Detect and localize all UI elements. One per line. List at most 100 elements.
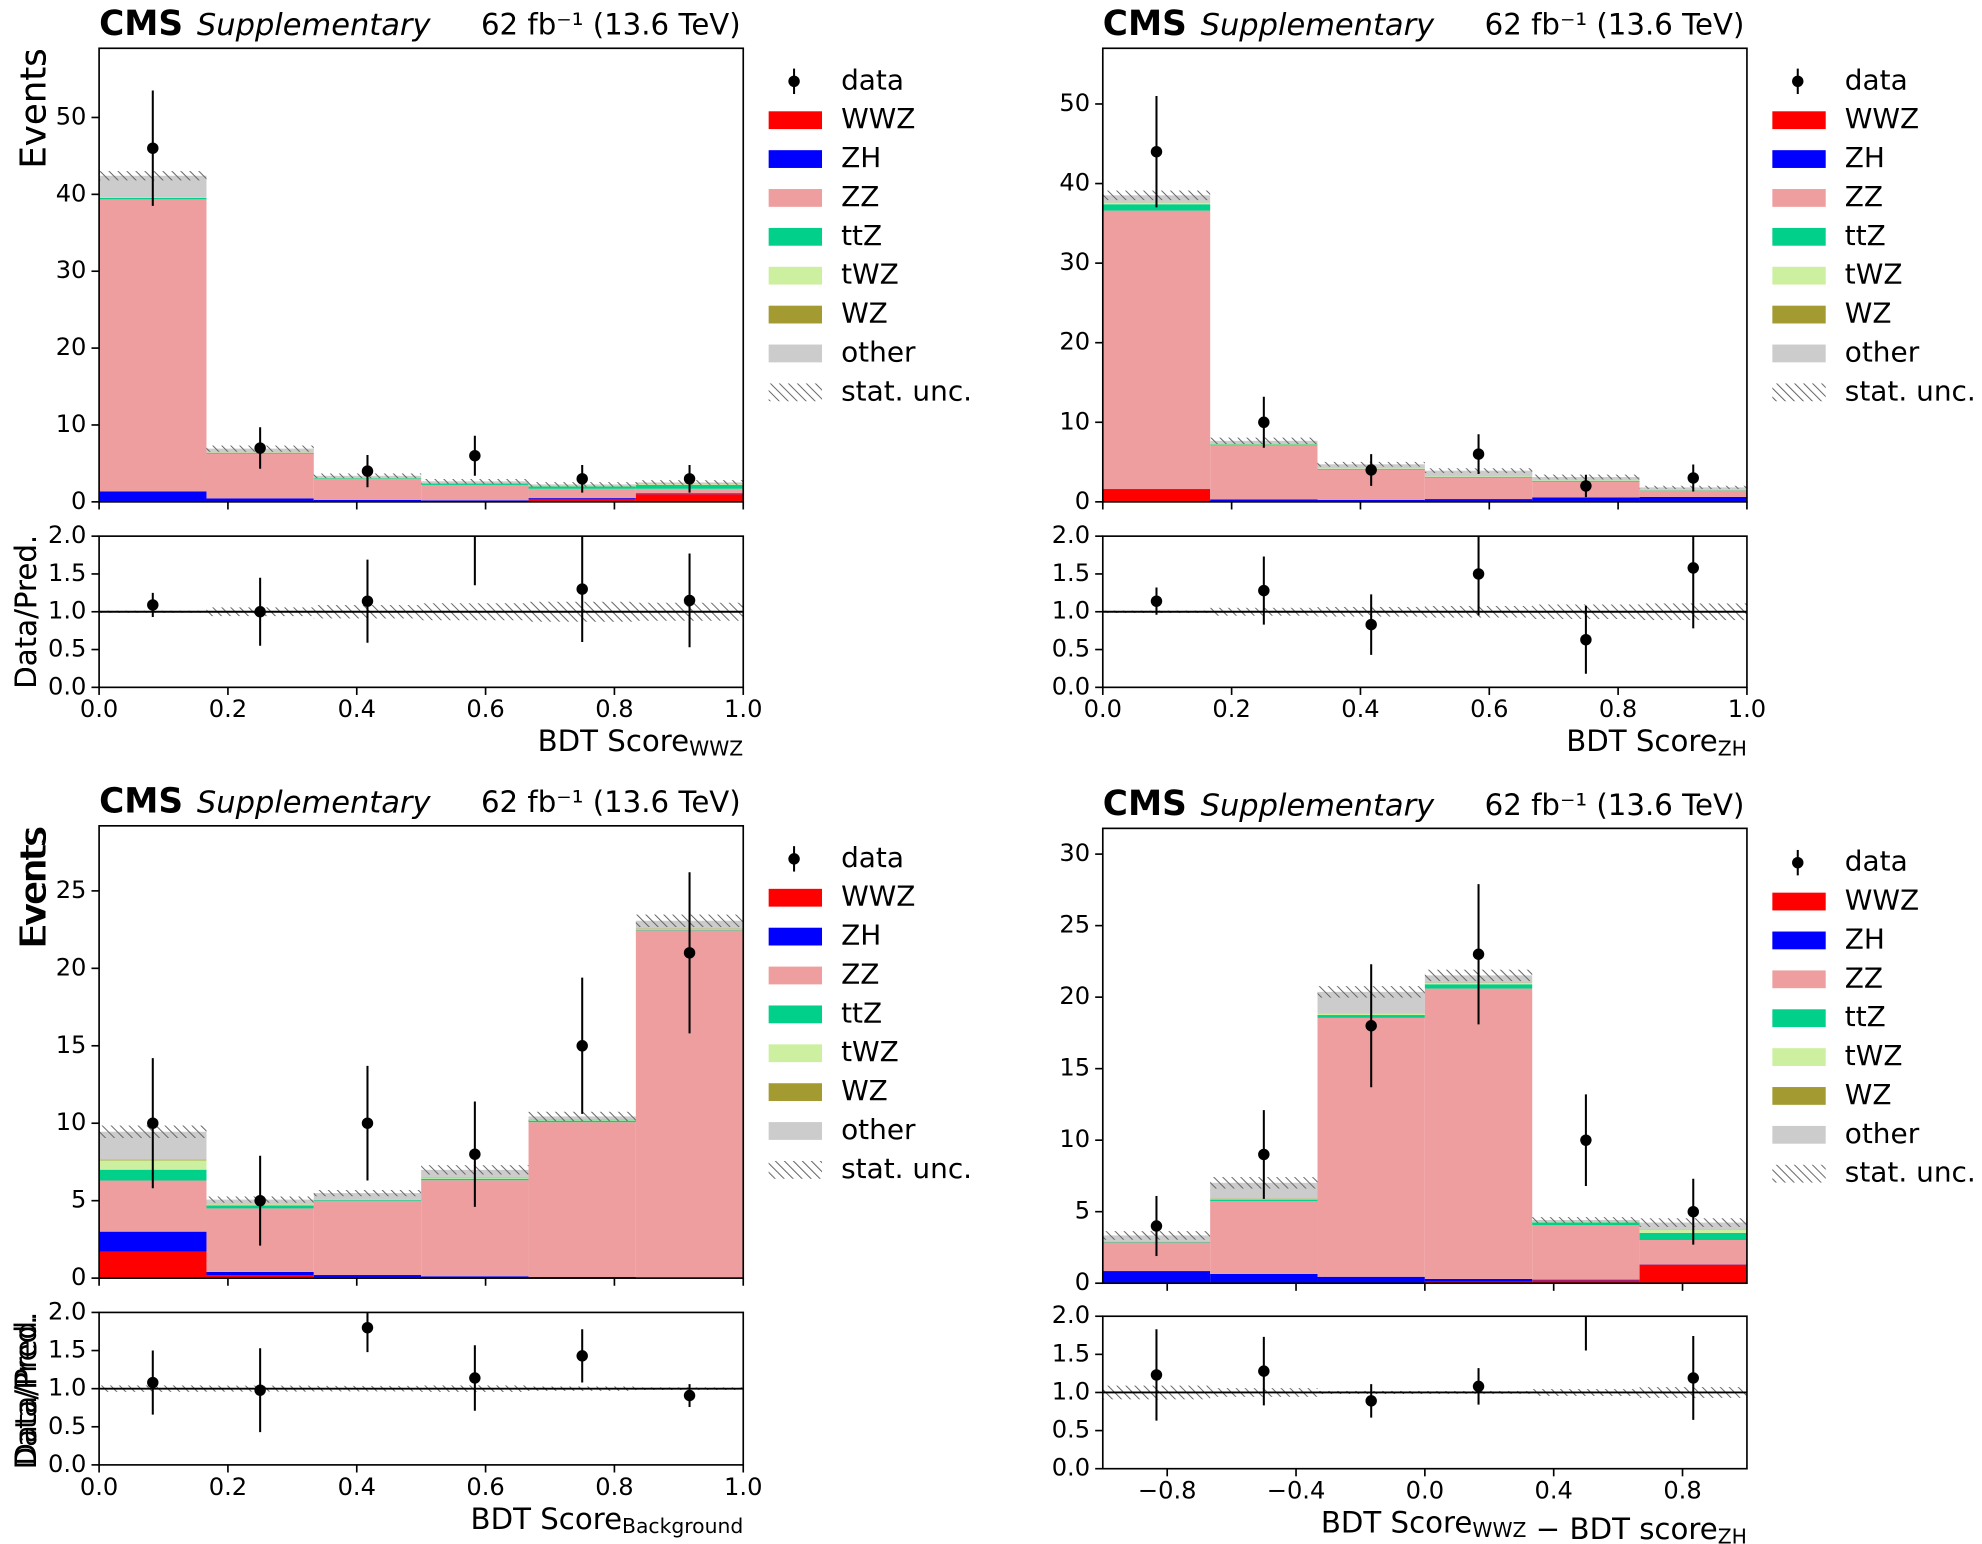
y-tick-label: 20 (56, 953, 87, 981)
stack-bar (1532, 1225, 1640, 1280)
experiment-label: CMS (99, 4, 183, 44)
legend-label: data (841, 841, 904, 874)
ratio-plot (1102, 536, 1747, 674)
ratio-y-tick-label: 2.0 (1052, 1301, 1090, 1329)
ratio-y-axis-title: Data/Pred. (9, 1316, 43, 1470)
ratio-point (147, 599, 159, 611)
legend-swatch (768, 344, 823, 363)
legend-swatch (1772, 1009, 1826, 1028)
ratio-point (469, 1372, 481, 1384)
x-axis-title-sub: Background (622, 1514, 743, 1538)
stack-bar (1639, 1264, 1747, 1284)
stack-bar (206, 1275, 314, 1279)
x-axis-title-sub: WWZ (689, 737, 743, 761)
legend-marker (788, 853, 800, 865)
ratio-y-tick-label: 1.5 (1052, 1339, 1090, 1367)
legend-swatch (768, 266, 823, 285)
legend-swatch (1772, 305, 1826, 324)
ratio-y-tick-label: 0.0 (48, 672, 86, 700)
stack-bar (1210, 1199, 1318, 1201)
ratio-point (1258, 1365, 1270, 1377)
legend-label: stat. unc. (1845, 374, 1976, 407)
data-point (361, 465, 374, 477)
stack-bar (1532, 497, 1640, 502)
data-point (254, 1194, 266, 1207)
legend-swatch (768, 111, 823, 130)
ratio-point (361, 595, 374, 607)
ratio-y-axis-title: Data/Pred. (9, 535, 43, 689)
legend-label: ttZ (1845, 1000, 1886, 1033)
x-axis-title: BDT ScoreZH (1566, 724, 1747, 760)
data-point (1472, 448, 1485, 460)
data-point (576, 1040, 588, 1052)
y-tick-label: 25 (1059, 911, 1090, 939)
stack-bar (1317, 1276, 1425, 1283)
legend-swatch (768, 888, 823, 907)
stack-bar (1424, 988, 1533, 1279)
data-point (1365, 464, 1377, 476)
y-axis-title: Events (14, 48, 55, 168)
legend-label: WZ (841, 1074, 888, 1107)
ratio-y-tick-label: 1.5 (1052, 559, 1090, 587)
data-point (1580, 480, 1592, 492)
x-tick-label: 1.0 (724, 695, 762, 723)
legend-label: data (1845, 63, 1908, 96)
stack-bar (1102, 1271, 1211, 1283)
x-tick-label: 0.6 (1470, 695, 1508, 723)
ratio-point (254, 606, 266, 618)
stack-bar (1639, 490, 1747, 497)
subtitle: Supplementary (1201, 8, 1436, 43)
legend-swatch (768, 305, 823, 324)
y-tick-label: 10 (1059, 1125, 1090, 1153)
legend-swatch (1772, 111, 1826, 130)
stack-bar (1210, 445, 1318, 500)
experiment-label: CMS (1103, 4, 1187, 44)
x-tick-label: 0.8 (1663, 1477, 1701, 1505)
legend-swatch (768, 1044, 823, 1063)
legend-label: WZ (1845, 1078, 1892, 1111)
legend-swatch (1772, 1125, 1826, 1144)
ratio-y-tick-label: 0.5 (48, 1412, 86, 1440)
data-point (469, 1148, 481, 1160)
y-tick-label: 40 (1059, 169, 1090, 197)
y-tick-label: 10 (56, 410, 87, 438)
ratio-point (1365, 1395, 1377, 1407)
stat-unc-band (528, 1111, 636, 1122)
main-plot (99, 872, 744, 1279)
legend-swatch (1772, 931, 1826, 950)
x-axis-title: BDT ScoreBackground (471, 1502, 744, 1538)
data-point (1150, 1220, 1163, 1232)
x-tick-label: −0.8 (1138, 1477, 1197, 1505)
y-tick-label: 15 (1059, 1054, 1090, 1082)
panel: 0 5 10 15 20 25 0.0 0.5 1.0 1.5 2.0 0.0 0.2 0.4 0.6 0.8… (9, 781, 972, 1538)
x-tick-label: 0.4 (338, 695, 376, 723)
y-tick-label: 50 (1059, 89, 1090, 117)
ratio-point (1258, 584, 1270, 597)
legend-label: WWZ (1845, 884, 1919, 917)
data-point (361, 1117, 374, 1129)
x-axis-title-text: BDT Score (1321, 1506, 1473, 1540)
main-plot (99, 90, 744, 502)
legend-label: ZH (1845, 922, 1885, 955)
legend-swatch (1772, 150, 1826, 168)
legend-swatch (768, 1160, 823, 1179)
data-point (1150, 146, 1163, 158)
x-tick-label: 1.0 (724, 1473, 762, 1501)
y-tick-label: 0 (1075, 1268, 1090, 1296)
x-tick-label: 0.2 (209, 695, 247, 723)
data-point (469, 450, 481, 462)
main-plot (1102, 884, 1747, 1284)
ratio-y-tick-label: 1.0 (48, 597, 86, 625)
ratio-point (1580, 633, 1592, 646)
x-tick-label: 0.2 (209, 1473, 247, 1501)
y-tick-label: 10 (56, 1108, 87, 1136)
legend-label: ttZ (841, 219, 882, 252)
y-axis-title: Events (14, 826, 55, 946)
ratio-y-tick-label: 0.5 (1052, 1416, 1090, 1444)
x-tick-label: 0.4 (338, 1473, 376, 1501)
legend-swatch (1772, 189, 1826, 207)
legend-label: WZ (1845, 297, 1892, 330)
lumi-label: 62 fb⁻¹ (13.6 TeV) (1485, 788, 1745, 822)
stack-bar (99, 1180, 207, 1232)
